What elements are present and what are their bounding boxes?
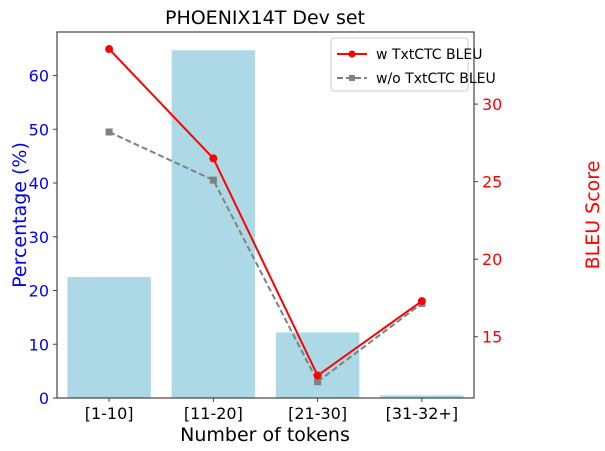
x-tick-label: [1-10] xyxy=(85,404,134,423)
series-line xyxy=(108,131,423,384)
x-tick-label: [11-20] xyxy=(184,404,243,423)
x-axis-label: Number of tokens xyxy=(180,424,350,446)
plot-area-frame xyxy=(56,31,475,399)
data-point xyxy=(209,176,217,184)
legend: w TxtCTC BLEU w/o TxtCTC BLEU xyxy=(330,37,496,92)
y-axis-label: Percentage (%) xyxy=(9,142,31,288)
x-tick-label: [21-30] xyxy=(288,404,347,423)
y-tick-label: 20 xyxy=(29,282,49,301)
legend-label-wo: w/o TxtCTC BLEU xyxy=(376,71,496,87)
chart-title: PHOENIX14T Dev set xyxy=(165,7,365,29)
y-tick-label: 60 xyxy=(29,67,49,86)
y-tick-label: 0 xyxy=(39,389,49,408)
bar xyxy=(380,395,464,398)
y-axis-right-label: BLEU Score xyxy=(582,161,604,270)
y-right-tick-label: 15 xyxy=(482,328,502,347)
y-right-tick-label: 25 xyxy=(482,173,502,192)
y-right-tick-label: 30 xyxy=(482,95,502,114)
legend-marker-w xyxy=(348,50,356,58)
data-point xyxy=(314,378,322,386)
legend-label-w: w TxtCTC BLEU xyxy=(376,47,482,63)
data-point xyxy=(105,128,113,136)
data-point xyxy=(209,154,218,163)
bar xyxy=(171,50,256,398)
bar xyxy=(275,332,360,398)
legend-marker-wo xyxy=(349,75,355,81)
y-tick-label: 40 xyxy=(29,174,49,193)
y-tick-label: 10 xyxy=(29,335,49,354)
y-right-tick-label: 20 xyxy=(482,250,502,269)
data-point xyxy=(313,371,322,380)
data-point xyxy=(105,45,114,54)
bar xyxy=(67,277,151,398)
series-line xyxy=(108,48,423,378)
x-tick-label: [31-32+] xyxy=(386,404,458,423)
data-point xyxy=(417,297,426,306)
y-tick-label: 50 xyxy=(29,120,49,139)
y-tick-label: 30 xyxy=(29,228,49,247)
